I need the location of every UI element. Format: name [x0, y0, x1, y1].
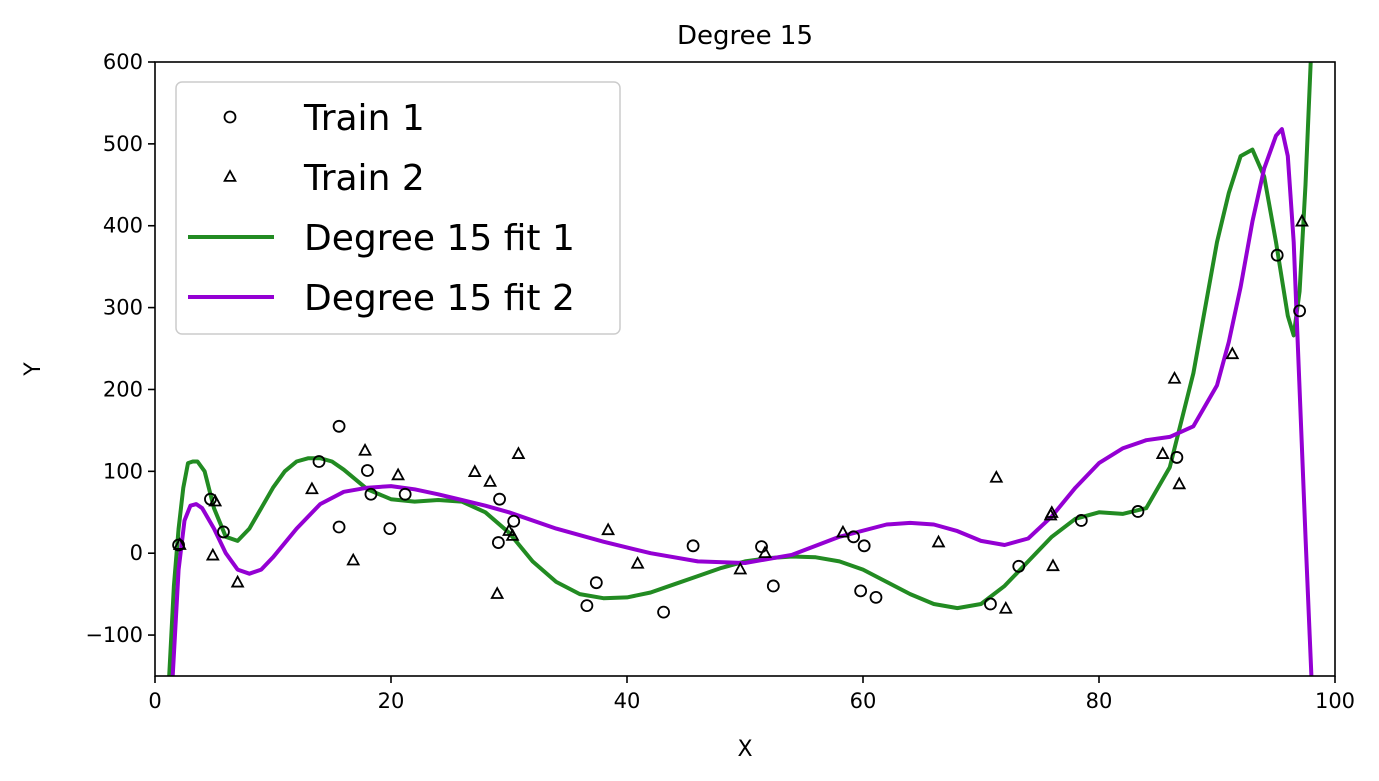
y-tick-label: 500 [103, 132, 143, 156]
train-1-point [1074, 514, 1088, 527]
train-1-point [589, 576, 603, 590]
y-tick-label: 200 [103, 377, 143, 401]
train-2-point [733, 561, 748, 575]
train-1-point [1270, 248, 1284, 262]
y-axis: −100 0 100 200 300 400 500 600 [85, 50, 155, 647]
y-tick-label: 300 [103, 296, 143, 320]
x-tick-label: 60 [850, 689, 877, 713]
train-1-point [869, 591, 883, 604]
legend-item: Degree 15 fit 2 [188, 278, 575, 319]
train-2-point [1295, 213, 1309, 227]
x-tick-label: 20 [378, 689, 405, 713]
legend-label: Train 1 [303, 98, 425, 139]
chart-title: Degree 15 [677, 21, 813, 51]
train-2-point [205, 547, 220, 561]
train-1-point [766, 579, 780, 593]
train-1-point [984, 597, 997, 611]
train-1-point [580, 599, 594, 612]
train-1-point [398, 487, 412, 501]
train-1-point [1170, 451, 1184, 464]
fit-lines [167, 62, 1314, 676]
legend-label: Degree 15 fit 2 [304, 278, 575, 319]
train-2-point [483, 474, 498, 487]
train-1-point [493, 492, 506, 506]
train-2-point [1046, 558, 1060, 572]
y-tick-label: 400 [103, 214, 143, 238]
legend: Train 1 Train 2 Degree 15 fit 1 Degree 15 f… [175, 81, 621, 335]
fit-line-2 [170, 127, 1314, 676]
legend-triangle-marker [223, 169, 237, 182]
legend-item: Degree 15 fit 1 [188, 218, 575, 259]
train-1-point [507, 514, 521, 528]
x-tick-label: 80 [1086, 689, 1113, 713]
legend-label: Train 2 [303, 158, 425, 199]
legend-label: Degree 15 fit 1 [304, 218, 575, 259]
y-tick-label: −100 [85, 623, 143, 647]
train-2-point [346, 552, 361, 566]
legend-circle-marker [223, 110, 237, 124]
train-2-point [1044, 505, 1059, 518]
train-1-point [686, 539, 700, 553]
x-tick-label: 100 [1315, 689, 1355, 713]
train-2-point [989, 470, 1004, 483]
legend-item: Train 2 [223, 158, 425, 199]
train-2-point [836, 524, 850, 538]
train-1-point [332, 419, 346, 433]
train-1-point [1012, 559, 1026, 573]
train-1-point [491, 536, 505, 549]
train-2-point [1167, 370, 1182, 384]
train-2-point [758, 545, 772, 558]
train-1-point [332, 520, 346, 534]
train-1-point [854, 584, 868, 598]
train-2-point [1172, 476, 1187, 490]
train-2-point [511, 446, 526, 459]
train-points [172, 213, 1309, 619]
train-2-point [1155, 446, 1170, 459]
y-tick-label: 0 [130, 541, 143, 565]
legend-box [175, 81, 621, 335]
train-1-point [360, 464, 374, 477]
train-2-point [208, 493, 223, 507]
train-1-point [657, 605, 670, 619]
plot-area [167, 62, 1314, 676]
train-1-point [1131, 505, 1145, 518]
x-axis-label: X [737, 737, 752, 762]
y-tick-label: 600 [103, 50, 143, 74]
x-axis: 0 20 40 60 80 100 [148, 676, 1355, 713]
train-2-point [358, 442, 372, 456]
train-2-point [1225, 346, 1240, 360]
y-tick-label: 100 [103, 459, 143, 483]
train-1-point [312, 455, 326, 468]
train-2-point [998, 600, 1013, 614]
train-2-point [490, 586, 505, 599]
train-2-point [931, 534, 946, 548]
train-2-point [305, 481, 319, 495]
train-2-point [630, 555, 645, 569]
train-2-point [230, 574, 245, 588]
train-1-point [1293, 304, 1306, 318]
x-tick-label: 0 [148, 689, 161, 713]
y-axis-label: Y [21, 362, 46, 377]
train-2-point [505, 528, 520, 541]
train-2-point [172, 537, 187, 550]
train-1-point [857, 539, 871, 553]
fit-line-1 [167, 62, 1313, 676]
train-1-point [364, 487, 378, 501]
legend-item: Train 1 [223, 98, 425, 139]
train-2-point [467, 464, 482, 477]
train-2-point [391, 467, 405, 481]
train-1-point [383, 522, 397, 536]
train-2-point [601, 522, 616, 536]
train-1-point [217, 525, 230, 539]
x-tick-label: 40 [614, 689, 641, 713]
plot-frame [154, 61, 1336, 677]
